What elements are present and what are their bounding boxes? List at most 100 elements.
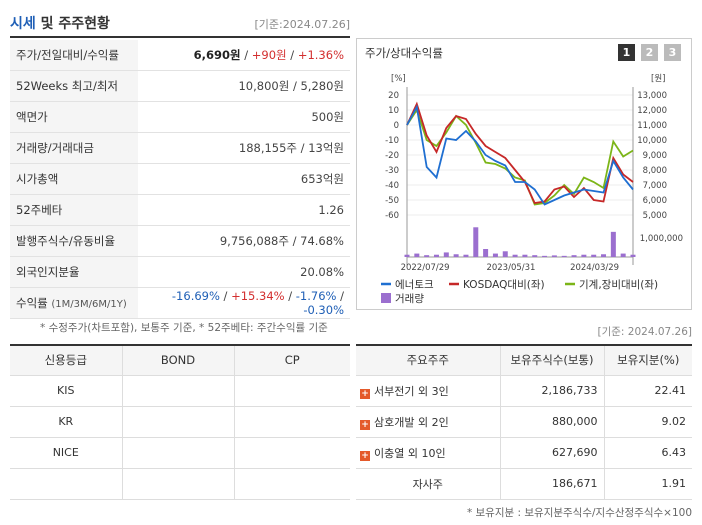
legend-label: 에너토크 [395,279,434,291]
price-change-pct: +1.36% [297,48,344,63]
col-cp: CP [234,345,350,376]
foreign-value: 20.08% [138,256,350,288]
expand-icon[interactable]: + [360,419,370,430]
chart-page-2[interactable]: 2 [641,44,658,61]
credit-rating-table: 신용등급 BOND CP KIS KR NICE [10,344,350,500]
right-tick-label: 9,000 [643,151,667,161]
price-value: 6,690원 / +90원 / +1.36% [138,40,350,72]
volume-bar [532,255,538,257]
volume-bar [414,253,420,257]
shares-value: 9,756,088주 / 74.68% [138,225,350,257]
right-tick-label: 6,000 [643,196,667,206]
chart-page-1[interactable]: 1 [618,44,635,61]
beta-value: 1.26 [138,194,350,226]
chart-title: 주가/상대수익률 [365,46,443,60]
table-row [10,468,350,500]
legend-label: 기계,장비대비(좌) [579,279,658,291]
table-row: + 삼호개발 외 2인 880,000 9.02 [356,406,692,438]
table-row: 시가총액 653억원 [10,163,350,195]
agency-cell: KIS [10,375,123,407]
x-tick-label: 2022/07/29 [401,263,450,273]
section-header: 시세 및 주주현황 [기준:2024.07.26] [10,8,350,38]
agency-cell: KR [10,406,123,438]
base-date-2: [기준: 2024.07.26] [597,326,692,338]
section-title: 시세 및 주주현황 [10,13,110,33]
volume-bar [522,254,528,257]
base-date: [기준:2024.07.26] [254,18,350,31]
expand-icon[interactable]: + [360,388,370,399]
volume-bar [433,254,439,257]
volume-label: 거래량/거래대금 [10,132,138,165]
volume-bar [630,254,636,257]
return-1y: -0.30% [303,302,344,317]
col-credit-grade: 신용등급 [10,345,123,376]
holder-pct: 6.43 [604,437,692,469]
col-holder: 주요주주 [356,345,501,376]
left-tick-label: -50 [385,196,399,206]
w52-value: 10,800원 / 5,280원 [138,70,350,103]
volume-bar [571,255,577,257]
volume-bar [424,255,430,257]
line-chart: 20 13,000 10 12,000 0 11,000 -10 10,000 -20 9,000… [381,74,683,305]
foreign-label: 외국인지분율 [10,256,138,288]
major-shareholders-table: 주요주주 보유주식수(보통) 보유지분(%) + 서부전기 외 3인 2,186,… [356,344,692,500]
volume-bar [473,227,479,257]
shares-label: 발행주식수/유동비율 [10,225,138,257]
volume-bar [581,254,587,257]
footnote-shareholders: * 보유지분 : 보유지분주식수/지수산정주식수×100 [466,507,692,519]
table-header-row: 신용등급 BOND CP [10,345,350,376]
legend-label: 거래량 [395,293,424,305]
holder-name-cell[interactable]: + 서부전기 외 3인 [356,375,501,407]
x-tick-label: 2023/05/31 [486,263,535,273]
table-row: 주가/전일대비/수익률 6,690원 / +90원 / +1.36% [10,40,350,72]
col-holder-label: 주요주주 [406,353,449,368]
holder-name-cell[interactable]: + 이충열 외 10인 [356,437,501,469]
right-tick-label: 5,000 [643,211,667,221]
volume-bar [601,254,607,257]
return-values: -16.69% / +15.34% / -1.76% / -0.30% [138,287,350,319]
title-rest: 및 주주현황 [35,16,110,32]
chart-page-3[interactable]: 3 [664,44,681,61]
holder-shares: 880,000 [500,406,605,438]
left-tick-label: -40 [385,181,399,191]
col-pct: 보유지분(%) [604,345,692,376]
cp-cell [234,468,350,500]
table-row: 거래량/거래대금 188,155주 / 13억원 [10,132,350,165]
price-label: 주가/전일대비/수익률 [10,40,138,72]
left-tick-label: -60 [385,211,399,221]
right-tick-label: 10,000 [637,136,667,146]
holder-name-cell[interactable]: + 삼호개발 외 2인 [356,406,501,438]
volume-bar [561,255,567,257]
table-row: 외국인지분율 20.08% [10,256,350,288]
right-tick-label: 13,000 [637,91,667,101]
table-row: KIS [10,375,350,407]
title-accent: 시세 [10,16,36,32]
table-row: + 서부전기 외 3인 2,186,733 22.41 [356,375,692,407]
return-1m: -16.69% [171,288,220,303]
volume-bar [404,254,410,257]
cp-cell [234,437,350,469]
price-info-table: 주가/전일대비/수익률 6,690원 / +90원 / +1.36% 52Wee… [10,40,350,319]
footnote-price: * 수정주가(차트포함), 보통주 기준, * 52주베타: 주간수익률 기준 [40,322,328,334]
table-row: 수익률 (1M/3M/6M/1Y) -16.69% / +15.34% / -1… [10,287,350,319]
table-row: 액면가 500원 [10,101,350,134]
return-period: (1M/3M/6M/1Y) [51,298,127,310]
chart-pager: 1 2 3 [618,44,681,61]
volume-bar [591,254,597,257]
volume-value: 188,155주 / 13억원 [138,132,350,165]
beta-label: 52주베타 [10,194,138,226]
holder-pct: 22.41 [604,375,692,407]
legend-label: KOSDAQ대비(좌) [463,279,545,291]
table-row: KR [10,406,350,438]
cp-cell [234,406,350,438]
par-value: 500원 [138,101,350,134]
chart-panel: 주가/상대수익률 1 2 3 20 13,000 10 12,000 0 11,000 -1… [356,38,692,310]
expand-icon[interactable]: + [360,450,370,461]
agency-cell [10,468,123,500]
right-tick-label: 7,000 [643,181,667,191]
table-row: 52Weeks 최고/최저 10,800원 / 5,280원 [10,70,350,103]
holder-pct: 1.91 [604,468,692,500]
series-line [406,107,634,206]
table-row: 자사주 186,671 1.91 [356,468,692,500]
volume-bar [483,249,489,257]
